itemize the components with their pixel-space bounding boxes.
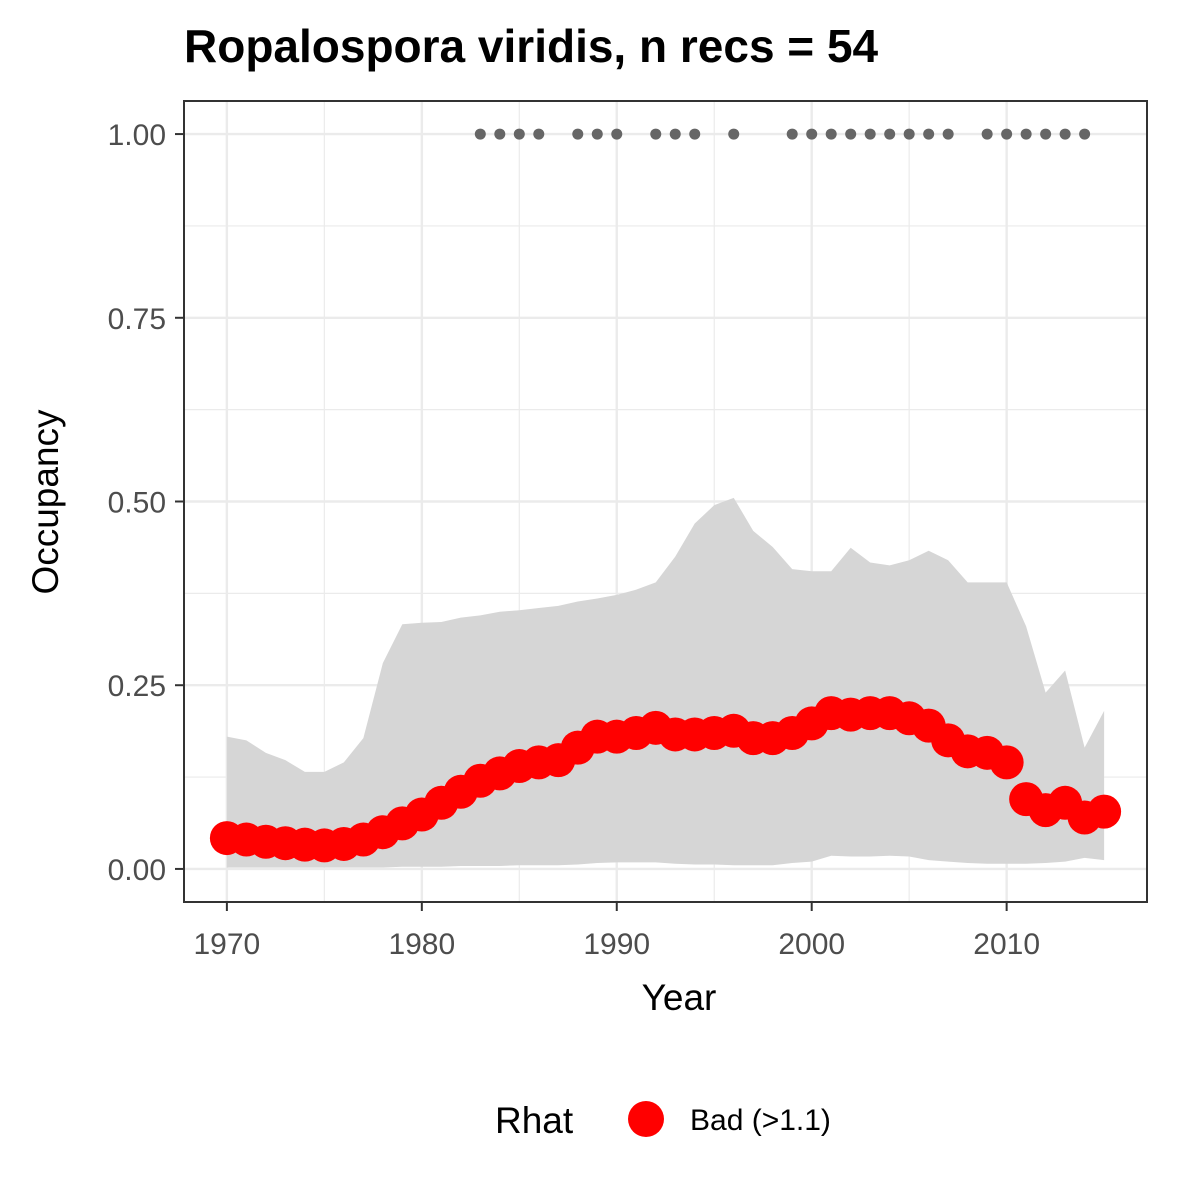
record-dot bbox=[1079, 129, 1090, 140]
record-dot bbox=[514, 129, 525, 140]
record-dot bbox=[611, 129, 622, 140]
record-dot bbox=[923, 129, 934, 140]
x-tick-label: 1980 bbox=[388, 928, 455, 961]
legend-title: Rhat bbox=[495, 1100, 574, 1141]
legend: Rhat Bad (>1.1) bbox=[495, 1100, 831, 1141]
record-dot bbox=[689, 129, 700, 140]
record-dot bbox=[670, 129, 681, 140]
record-dot bbox=[845, 129, 856, 140]
y-tick-label: 0.25 bbox=[108, 670, 166, 703]
record-dot bbox=[884, 129, 895, 140]
y-tick-label: 0.75 bbox=[108, 303, 166, 336]
y-tick-label: 1.00 bbox=[108, 119, 166, 152]
x-tick-label: 2010 bbox=[973, 928, 1040, 961]
record-dot bbox=[475, 129, 486, 140]
record-dot bbox=[1040, 129, 1051, 140]
record-dot bbox=[572, 129, 583, 140]
x-axis-title: Year bbox=[642, 977, 717, 1018]
record-dot bbox=[494, 129, 505, 140]
x-tick-label: 1970 bbox=[194, 928, 261, 961]
record-dot bbox=[826, 129, 837, 140]
record-dot bbox=[865, 129, 876, 140]
mean-point bbox=[1087, 795, 1121, 829]
record-dot bbox=[650, 129, 661, 140]
y-axis-title: Occupancy bbox=[25, 409, 66, 595]
record-dot bbox=[943, 129, 954, 140]
record-dot bbox=[592, 129, 603, 140]
legend-key-bad bbox=[628, 1101, 664, 1137]
credible-interval-layer bbox=[227, 498, 1104, 868]
y-tick-label: 0.50 bbox=[108, 487, 166, 520]
record-dot bbox=[982, 129, 993, 140]
y-tick-label: 0.00 bbox=[108, 854, 166, 887]
chart-title: Ropalospora viridis, n recs = 54 bbox=[184, 20, 879, 72]
x-tick-label: 1990 bbox=[583, 928, 650, 961]
mean-point bbox=[990, 745, 1024, 779]
record-dot bbox=[728, 129, 739, 140]
legend-label-bad: Bad (>1.1) bbox=[690, 1104, 831, 1137]
record-dot bbox=[1001, 129, 1012, 140]
record-dot bbox=[533, 129, 544, 140]
record-dot bbox=[904, 129, 915, 140]
x-tick-label: 2000 bbox=[778, 928, 845, 961]
record-dot bbox=[1021, 129, 1032, 140]
record-dot bbox=[787, 129, 798, 140]
credible-interval-ribbon bbox=[227, 498, 1104, 868]
record-dot bbox=[806, 129, 817, 140]
record-dot bbox=[1060, 129, 1071, 140]
